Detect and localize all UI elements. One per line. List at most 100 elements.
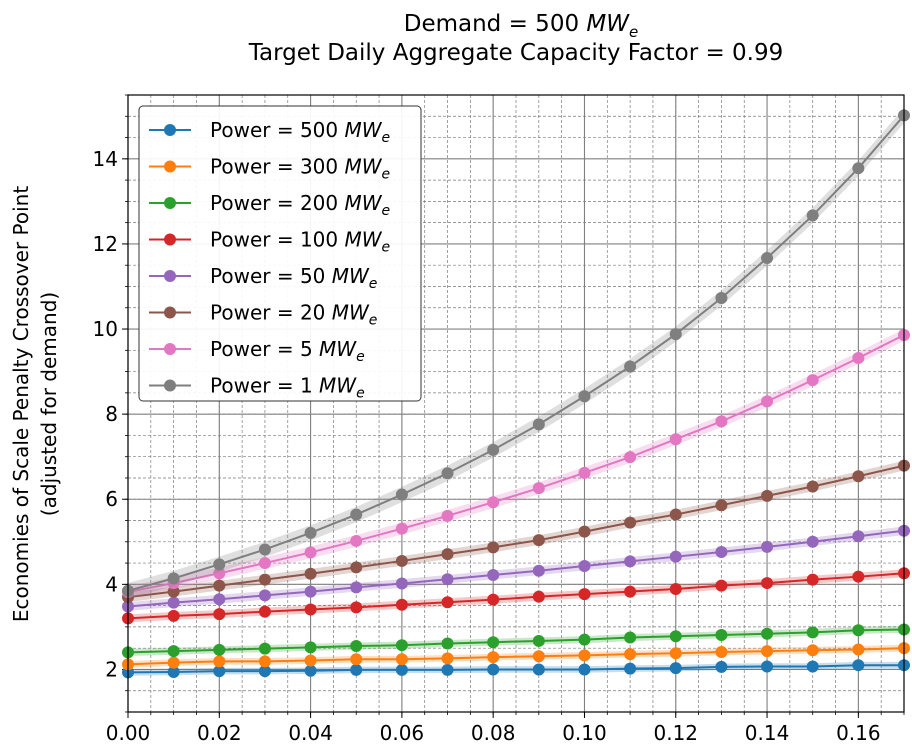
series-line: [127, 647, 905, 666]
legend-label: Power = 300 MWe: [210, 155, 390, 183]
data-point: [624, 360, 637, 373]
data-point: [715, 415, 728, 428]
data-point: [395, 639, 408, 652]
data-point: [669, 508, 682, 521]
data-point: [715, 499, 728, 512]
x-tick-label: 0.12: [653, 721, 698, 745]
data-point: [806, 644, 819, 657]
data-point: [213, 567, 226, 580]
data-point: [806, 480, 819, 493]
series-line: [127, 628, 905, 654]
legend-marker: [164, 343, 176, 355]
data-point: [487, 663, 500, 676]
data-point: [852, 470, 865, 483]
data-point: [806, 573, 819, 586]
data-point: [167, 596, 180, 609]
y-tick-label: 14: [93, 147, 118, 171]
data-point: [487, 443, 500, 456]
data-point: [258, 642, 271, 655]
data-point: [624, 662, 637, 675]
data-point: [213, 593, 226, 606]
data-point: [213, 655, 226, 668]
legend-label: Power = 500 MWe: [210, 118, 390, 146]
data-point: [532, 650, 545, 663]
data-point: [213, 579, 226, 592]
y-tick-label: 10: [93, 317, 118, 341]
data-point: [441, 467, 454, 480]
data-point: [852, 351, 865, 364]
data-point: [304, 526, 317, 539]
data-point: [258, 605, 271, 618]
data-point: [258, 543, 271, 556]
legend-label: Power = 100 MWe: [210, 228, 390, 256]
legend-marker: [164, 379, 176, 392]
data-point: [669, 433, 682, 446]
legend-label: Power = 50 MWe: [210, 264, 377, 292]
data-point: [715, 628, 728, 641]
data-point: [304, 567, 317, 580]
data-point: [715, 291, 728, 304]
svg-text:Economies of Scale Penalty Cro: Economies of Scale Penalty Crossover Poi…: [9, 186, 33, 622]
data-point: [441, 573, 454, 586]
chart-title-line2: Target Daily Aggregate Capacity Factor =…: [248, 40, 784, 66]
data-point: [761, 660, 774, 673]
legend-label: Power = 20 MWe: [210, 301, 377, 329]
data-point: [487, 541, 500, 554]
data-point: [806, 626, 819, 639]
data-point: [304, 603, 317, 616]
data-point: [395, 577, 408, 590]
data-point: [258, 589, 271, 602]
data-point: [761, 489, 774, 502]
data-point: [441, 652, 454, 665]
data-point: [441, 596, 454, 609]
data-point: [487, 651, 500, 664]
data-point: [487, 636, 500, 649]
data-point: [624, 555, 637, 568]
data-point: [441, 509, 454, 522]
svg-text:(adjusted for demand): (adjusted for demand): [37, 292, 61, 516]
data-point: [761, 251, 774, 264]
data-point: [852, 570, 865, 583]
y-tick-label: 8: [105, 402, 118, 426]
data-point: [806, 535, 819, 548]
data-point: [258, 665, 271, 678]
series-line: [127, 664, 904, 674]
series-line: [127, 334, 905, 593]
chart-title-line1: Demand = 500 MWe: [404, 11, 638, 41]
data-point: [761, 395, 774, 408]
data-point: [167, 645, 180, 658]
data-point: [167, 572, 180, 585]
y-tick-label: 12: [93, 232, 118, 256]
plot-frame: [127, 94, 905, 713]
data-point: [578, 560, 591, 573]
data-point: [258, 573, 271, 586]
legend-marker: [164, 270, 176, 282]
data-point: [852, 643, 865, 656]
data-point: [578, 390, 591, 403]
data-point: [532, 590, 545, 603]
plot-area: 0.00 0.02 0.04 0.06 0.08 0.10 0.12 0.14 0.16 2 4 6 8…: [93, 94, 910, 745]
data-point: [395, 522, 408, 535]
data-point: [395, 663, 408, 676]
data-point: [852, 659, 865, 672]
data-point: [304, 654, 317, 667]
data-point: [669, 328, 682, 341]
data-point: [852, 162, 865, 175]
data-point: [806, 209, 819, 222]
data-point: [350, 663, 363, 676]
x-tick-label: 0.06: [380, 721, 425, 745]
data-point: [852, 624, 865, 637]
data-point: [350, 601, 363, 614]
data-point: [304, 585, 317, 598]
data-point: [213, 608, 226, 621]
legend-box: [138, 105, 422, 402]
data-point: [441, 637, 454, 650]
data-point: [258, 655, 271, 668]
series-line: [127, 572, 905, 620]
data-point: [395, 488, 408, 501]
x-tick-label: 0.16: [836, 721, 881, 745]
data-point: [213, 558, 226, 571]
data-point: [578, 633, 591, 646]
legend-label: Power = 200 MWe: [210, 191, 390, 219]
